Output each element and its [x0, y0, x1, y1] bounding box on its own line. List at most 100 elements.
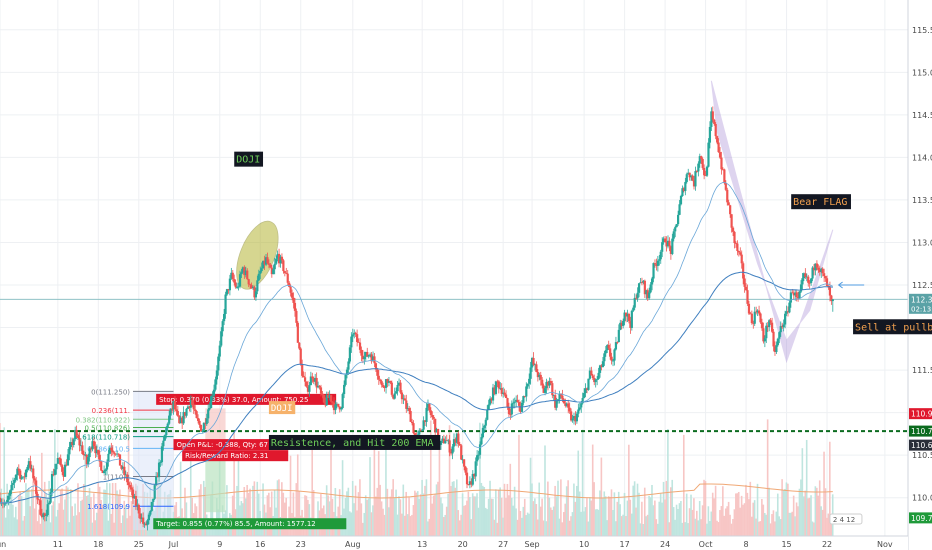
candle-body — [233, 279, 236, 283]
candle-body — [710, 111, 713, 127]
volume-bar — [489, 480, 491, 536]
candle-body — [799, 284, 803, 292]
candle-body — [321, 393, 324, 395]
fib-level-label: 0.236(111. — [92, 407, 130, 415]
candle-body — [635, 297, 638, 299]
candle-body — [659, 251, 662, 260]
volume-bar — [390, 489, 393, 536]
volume-bar — [33, 508, 36, 536]
volume-bar — [518, 434, 520, 536]
candle-body — [40, 514, 44, 517]
time-axis[interactable]: Jun 11 18 25 Jul 9 16 23 Aug 13 20 27 Sep 10 17 24 Oct 8 1… — [0, 535, 908, 550]
candle-body — [114, 453, 117, 455]
candle-body — [708, 126, 712, 143]
ema-fast-line — [0, 181, 833, 504]
volume-bar — [816, 487, 818, 536]
candle-body — [704, 175, 707, 177]
candle-body — [220, 331, 223, 346]
candle-body — [137, 504, 140, 514]
candle-body — [75, 429, 78, 436]
volume-bar — [674, 519, 676, 536]
candle-body — [515, 399, 518, 402]
candle-body — [489, 398, 492, 405]
volume-bar — [529, 457, 532, 536]
volume-bar — [547, 481, 549, 536]
price-axis[interactable]: 115.500 115.000 114.500 114.000 113.500 113.0… — [907, 0, 932, 550]
volume-bar — [632, 485, 634, 536]
volume-bar — [427, 521, 429, 536]
volume-bar — [532, 501, 535, 536]
candle-body — [692, 180, 696, 187]
candle-body — [555, 401, 558, 408]
candle-body — [143, 523, 146, 525]
candle-body — [81, 445, 84, 454]
candle-body — [364, 352, 367, 357]
candle-body — [675, 224, 678, 228]
volume-bar — [15, 506, 17, 536]
volume-bar — [454, 487, 457, 536]
volume-bar — [536, 519, 539, 536]
candle-body — [801, 278, 804, 285]
volume-bar — [9, 498, 11, 536]
volume-bar — [561, 522, 564, 536]
candle-body — [410, 421, 414, 424]
volume-bar — [716, 520, 718, 536]
volume-bar — [399, 499, 402, 536]
volume-bar — [748, 499, 750, 536]
volume-bar — [442, 517, 445, 536]
volume-bar — [97, 482, 100, 536]
volume-bar — [656, 523, 659, 536]
candle-body — [405, 400, 408, 409]
volume-bar — [774, 521, 776, 536]
volume-bar — [483, 486, 486, 536]
candle-body — [61, 465, 64, 472]
volume-bar — [785, 482, 788, 536]
volume-bar — [35, 492, 37, 536]
time-tick-label: 11 — [53, 540, 63, 549]
candle-body — [214, 379, 217, 390]
volume-bar — [476, 493, 478, 536]
candle-body — [421, 429, 424, 431]
volume-bar — [419, 494, 422, 536]
candle-body — [423, 420, 427, 422]
candle-body — [481, 427, 485, 438]
candle-body — [736, 243, 739, 252]
candle-body — [48, 502, 51, 505]
candle-body — [564, 403, 567, 406]
annotation-text: DOJI — [236, 155, 260, 166]
volume-bar — [492, 498, 494, 536]
candle-body — [10, 484, 13, 491]
candle-body — [279, 256, 282, 264]
volume-bar — [32, 481, 34, 536]
volume-bar — [0, 488, 3, 536]
candle-body — [703, 167, 706, 176]
candle-body — [316, 385, 320, 388]
candle-body — [448, 440, 451, 453]
volume-bar — [126, 518, 128, 536]
volume-bar — [671, 479, 674, 536]
volume-bar — [307, 499, 309, 536]
candle-body — [733, 231, 736, 244]
time-tick-label: 9 — [217, 540, 222, 549]
candle-body — [283, 271, 286, 273]
volume-bar — [124, 505, 127, 536]
candle-body — [503, 392, 506, 395]
volume-bar — [344, 497, 347, 536]
candle-body — [266, 257, 269, 264]
candle-body — [408, 408, 411, 411]
candle-body — [35, 480, 38, 494]
candle-body — [383, 386, 386, 388]
candle-body — [318, 385, 321, 388]
volume-bar — [22, 520, 24, 536]
candle-body — [526, 383, 529, 387]
candle-body — [280, 256, 284, 261]
candle-body — [445, 440, 448, 442]
volume-bar — [347, 487, 350, 536]
volume-bar — [567, 480, 569, 536]
candle-body — [460, 445, 463, 460]
volume-bar — [129, 515, 131, 536]
time-tick-label: Sep — [525, 540, 540, 549]
volume-bar — [351, 480, 354, 536]
candle-body — [366, 352, 369, 357]
